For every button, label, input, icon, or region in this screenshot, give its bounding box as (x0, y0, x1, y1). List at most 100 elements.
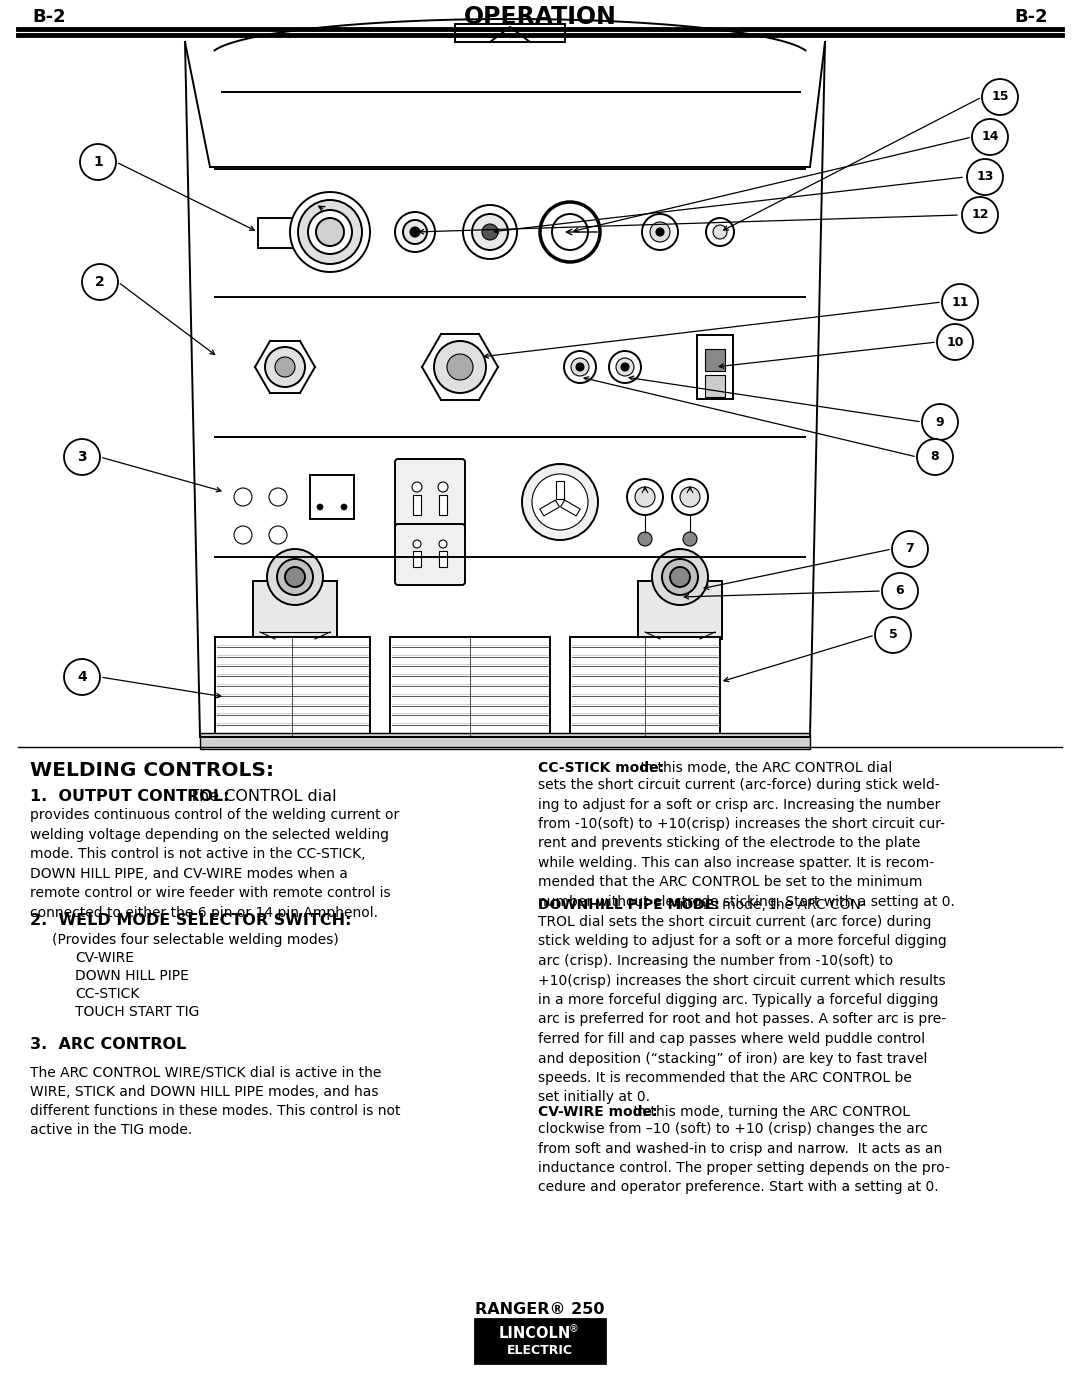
Circle shape (650, 222, 670, 242)
Circle shape (892, 531, 928, 567)
Circle shape (269, 527, 287, 543)
Text: CC-STICK mode:: CC-STICK mode: (538, 761, 664, 775)
Text: B-2: B-2 (1014, 8, 1048, 27)
Circle shape (434, 341, 486, 393)
Circle shape (672, 479, 708, 515)
Text: WELDING CONTROLS:: WELDING CONTROLS: (30, 761, 274, 780)
Circle shape (642, 214, 678, 250)
Text: provides continuous control of the welding current or
welding voltage depending : provides continuous control of the weldi… (30, 807, 400, 919)
Text: 9: 9 (935, 415, 944, 429)
Circle shape (80, 144, 116, 180)
Circle shape (308, 210, 352, 254)
Bar (438, 495, 447, 515)
Circle shape (670, 567, 690, 587)
Circle shape (403, 219, 427, 244)
Bar (705, 349, 725, 372)
Text: CC-STICK: CC-STICK (75, 988, 139, 1002)
Text: 11: 11 (951, 296, 969, 309)
Circle shape (706, 218, 734, 246)
Circle shape (482, 224, 498, 240)
Text: 15: 15 (991, 91, 1009, 103)
Circle shape (234, 527, 252, 543)
Text: 2.  WELD MODE SELECTOR SWITCH:: 2. WELD MODE SELECTOR SWITCH: (30, 914, 351, 928)
Text: DOWNHILL PIPE MODE:: DOWNHILL PIPE MODE: (538, 898, 719, 912)
Circle shape (937, 324, 973, 360)
Text: sets the short circuit current (arc-force) during stick weld-
ing to adjust for : sets the short circuit current (arc-forc… (538, 778, 955, 909)
Circle shape (472, 214, 508, 250)
Circle shape (942, 284, 978, 320)
Text: DOWN HILL PIPE: DOWN HILL PIPE (75, 970, 189, 983)
Bar (475, 1319, 605, 1363)
Text: 6: 6 (895, 584, 904, 598)
Text: 7: 7 (906, 542, 915, 556)
Circle shape (680, 488, 700, 507)
Bar (253, 581, 337, 638)
Circle shape (532, 474, 588, 529)
Text: 5: 5 (889, 629, 897, 641)
Text: 10: 10 (946, 335, 963, 348)
Circle shape (656, 228, 664, 236)
Circle shape (627, 479, 663, 515)
Text: (Provides four selectable welding modes): (Provides four selectable welding modes) (52, 933, 339, 947)
FancyBboxPatch shape (395, 524, 465, 585)
Bar (200, 733, 810, 749)
Circle shape (571, 358, 589, 376)
Text: LINCOLN: LINCOLN (499, 1326, 571, 1341)
Circle shape (962, 197, 998, 233)
Circle shape (522, 464, 598, 541)
Circle shape (609, 351, 642, 383)
Circle shape (64, 439, 100, 475)
Circle shape (269, 488, 287, 506)
Bar (438, 550, 447, 567)
Circle shape (318, 504, 323, 510)
Text: The ARC CONTROL WIRE/STICK dial is active in the
WIRE, STICK and DOWN HILL PIPE : The ARC CONTROL WIRE/STICK dial is activ… (30, 1065, 401, 1137)
Circle shape (413, 541, 421, 548)
Circle shape (411, 482, 422, 492)
Circle shape (285, 567, 305, 587)
Text: 1.  OUTPUT CONTROL:: 1. OUTPUT CONTROL: (30, 789, 229, 805)
Circle shape (276, 559, 313, 595)
Circle shape (662, 559, 698, 595)
Circle shape (395, 212, 435, 251)
Text: 2: 2 (95, 275, 105, 289)
Text: B-2: B-2 (32, 8, 66, 27)
Text: 8: 8 (931, 450, 940, 464)
Circle shape (683, 532, 697, 546)
Circle shape (552, 214, 588, 250)
Bar (390, 637, 550, 735)
Circle shape (564, 351, 596, 383)
Bar (561, 500, 580, 515)
Text: clockwise from –10 (soft) to +10 (crisp) changes the arc
from soft and washed-in: clockwise from –10 (soft) to +10 (crisp)… (538, 1122, 950, 1194)
Text: :: : (151, 1037, 162, 1052)
Circle shape (616, 358, 634, 376)
Text: RANGER® 250: RANGER® 250 (475, 1302, 605, 1316)
Circle shape (447, 353, 473, 380)
Text: 1: 1 (93, 155, 103, 169)
Text: TROL dial sets the short circuit current (arc force) during
stick welding to adj: TROL dial sets the short circuit current… (538, 915, 947, 1105)
Circle shape (265, 346, 305, 387)
Text: In this mode, the ARC CON-: In this mode, the ARC CON- (671, 898, 866, 912)
Circle shape (275, 358, 295, 377)
Text: 12: 12 (971, 208, 989, 222)
Text: 4: 4 (77, 671, 86, 685)
Circle shape (576, 363, 584, 372)
Text: OPERATION: OPERATION (463, 6, 617, 29)
Circle shape (341, 504, 347, 510)
Bar (638, 581, 723, 638)
Bar (413, 550, 421, 567)
Circle shape (410, 226, 420, 237)
Text: In this mode, the ARC CONTROL dial: In this mode, the ARC CONTROL dial (636, 761, 892, 775)
Text: 13: 13 (976, 170, 994, 183)
Circle shape (316, 218, 345, 246)
Bar (310, 475, 354, 520)
Circle shape (652, 549, 708, 605)
Bar (570, 637, 720, 735)
Text: ®: ® (568, 1324, 578, 1334)
Circle shape (917, 439, 953, 475)
Text: 3: 3 (77, 450, 86, 464)
Circle shape (875, 617, 912, 652)
Text: 3.  ARC CONTROL: 3. ARC CONTROL (30, 1037, 186, 1052)
Text: ELECTRIC: ELECTRIC (507, 1344, 573, 1358)
Bar (215, 637, 370, 735)
Text: CV-WIRE: CV-WIRE (75, 951, 134, 965)
